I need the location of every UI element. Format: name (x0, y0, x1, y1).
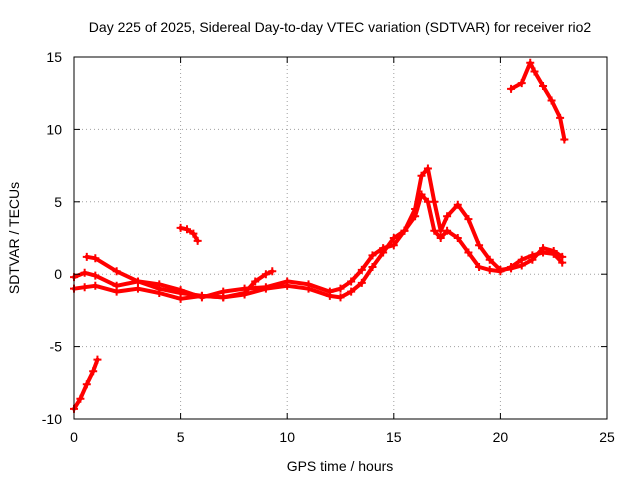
data-point (368, 251, 377, 260)
series-segment-6 (509, 60, 567, 142)
y-tick-label: 5 (54, 194, 62, 210)
data-point (443, 212, 452, 221)
data-point (82, 380, 91, 389)
data-series (70, 58, 569, 413)
data-point (347, 277, 356, 286)
data-point (560, 135, 569, 144)
data-point (240, 289, 249, 298)
x-tick-label: 20 (493, 429, 509, 445)
data-point (530, 67, 539, 76)
data-point (436, 226, 445, 235)
x-tick-label: 0 (70, 429, 78, 445)
data-point (464, 248, 473, 257)
data-point (304, 280, 313, 289)
data-point (91, 271, 100, 280)
series-segment-5 (84, 254, 275, 300)
data-point (357, 278, 366, 287)
data-point (80, 268, 89, 277)
data-point (430, 197, 439, 206)
data-point (436, 234, 445, 242)
data-point (528, 255, 537, 264)
y-tick-label: 10 (46, 121, 62, 137)
data-point (91, 281, 100, 290)
x-tick-label: 10 (279, 429, 295, 445)
grid (74, 57, 607, 419)
data-point (176, 289, 185, 298)
chart-title: Day 225 of 2025, Sidereal Day-to-day VTE… (89, 19, 592, 35)
data-point (336, 293, 345, 302)
data-point (176, 223, 185, 232)
data-point (189, 229, 198, 238)
x-tick-label: 5 (177, 429, 185, 445)
axis-ticks: 0 5 10 15 20 25 -10 -5 0 5 10 15 (42, 49, 615, 445)
data-point (325, 287, 334, 296)
data-point (80, 283, 89, 292)
data-point (91, 254, 100, 263)
data-point (379, 244, 388, 253)
data-point (475, 241, 484, 250)
y-tick-label: -5 (50, 339, 63, 355)
data-point (411, 205, 420, 214)
data-point (507, 84, 516, 93)
data-point (112, 281, 121, 290)
data-point (182, 225, 191, 234)
data-point (485, 265, 494, 274)
data-point (475, 262, 484, 271)
data-point (133, 284, 142, 293)
data-point (517, 79, 526, 88)
data-point (76, 394, 85, 403)
y-tick-label: 15 (46, 49, 62, 65)
data-point (93, 355, 102, 364)
data-point (485, 255, 494, 264)
data-point (261, 270, 270, 279)
data-point (357, 265, 366, 274)
data-point (155, 284, 164, 293)
data-point (558, 252, 567, 261)
data-point (112, 267, 121, 276)
data-point (193, 236, 202, 245)
data-point (539, 244, 548, 253)
data-point (251, 277, 260, 286)
x-tick-label: 15 (386, 429, 402, 445)
data-point (547, 96, 556, 105)
series-segment-4 (72, 166, 565, 300)
data-point (82, 252, 91, 261)
x-tick-label: 25 (599, 429, 615, 445)
data-point (417, 171, 426, 180)
data-point (347, 287, 356, 296)
x-axis-title: GPS time / hours (287, 458, 394, 474)
data-point (464, 215, 473, 224)
data-point (453, 200, 462, 209)
data-point (507, 264, 516, 273)
data-point (336, 284, 345, 293)
data-point (400, 226, 409, 235)
data-point (389, 241, 398, 250)
data-point (453, 234, 462, 242)
data-point (517, 261, 526, 270)
data-point (219, 293, 228, 302)
data-point (389, 234, 398, 242)
data-point (526, 58, 535, 67)
data-point (283, 277, 292, 286)
y-tick-label: 0 (54, 266, 62, 282)
data-point (268, 267, 277, 276)
y-axis-title: SDTVAR / TECUs (6, 182, 22, 294)
plot-frame (73, 56, 608, 420)
data-point (197, 291, 206, 300)
data-point (556, 113, 565, 122)
data-point (261, 283, 270, 292)
y-tick-label: -10 (42, 411, 62, 427)
data-point (133, 277, 142, 286)
data-point (496, 265, 505, 274)
data-point (89, 367, 98, 376)
data-point (539, 81, 548, 90)
data-point (368, 262, 377, 271)
data-point (423, 164, 432, 173)
data-point (549, 247, 558, 256)
